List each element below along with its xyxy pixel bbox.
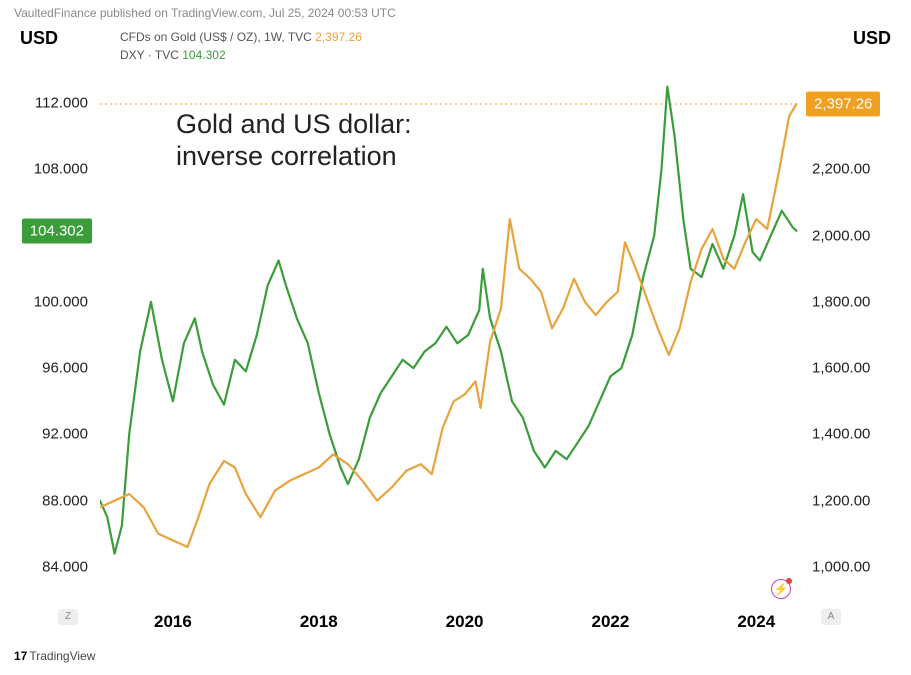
tradingview-logo: 17TradingView bbox=[14, 649, 95, 663]
right-ytick: 1,200.00 bbox=[812, 492, 870, 509]
xtick: 2022 bbox=[591, 612, 629, 632]
dxy-live-badge: 104.302 bbox=[22, 218, 92, 243]
left-ytick: 84.000 bbox=[42, 558, 88, 575]
right-ytick: 1,800.00 bbox=[812, 293, 870, 310]
right-ytick: 1,400.00 bbox=[812, 426, 870, 443]
left-ytick: 112.000 bbox=[35, 95, 88, 112]
right-ytick: 1,600.00 bbox=[812, 360, 870, 377]
dxy-instrument-row: DXY · TVC 104.302 bbox=[120, 46, 362, 64]
gold-series-line bbox=[100, 104, 796, 547]
xtick: 2024 bbox=[737, 612, 775, 632]
chart-plot-area[interactable] bbox=[100, 70, 800, 600]
lightning-glyph: ⚡ bbox=[774, 582, 789, 596]
xtick: 2016 bbox=[154, 612, 192, 632]
gold-live-badge: 2,397.26 bbox=[806, 92, 880, 117]
gold-current-value-inline: 2,397.26 bbox=[315, 30, 362, 44]
dxy-current-value-inline: 104.302 bbox=[182, 48, 225, 62]
xtick: 2020 bbox=[446, 612, 484, 632]
left-ytick: 88.000 bbox=[42, 492, 88, 509]
xtick: 2018 bbox=[300, 612, 338, 632]
right-y-axis: 1,000.00 1,200.00 1,400.00 1,600.00 1,800.00… bbox=[800, 70, 911, 600]
lightning-icon[interactable]: ⚡ bbox=[771, 579, 791, 599]
dxy-series-line bbox=[100, 87, 796, 554]
gold-instrument-row: CFDs on Gold (US$ / OZ), 1W, TVC 2,397.2… bbox=[120, 28, 362, 46]
left-axis-currency-label: USD bbox=[20, 28, 58, 49]
chart-svg bbox=[100, 70, 800, 600]
left-ytick: 92.000 bbox=[42, 426, 88, 443]
zoom-button-left[interactable]: Z bbox=[58, 609, 78, 625]
right-ytick: 1,000.00 bbox=[812, 558, 870, 575]
gold-instrument-label: CFDs on Gold (US$ / OZ), 1W, TVC bbox=[120, 30, 312, 44]
chart-header-info: CFDs on Gold (US$ / OZ), 1W, TVC 2,397.2… bbox=[120, 28, 362, 64]
left-ytick: 108.000 bbox=[34, 161, 88, 178]
right-ytick: 2,200.00 bbox=[812, 161, 870, 178]
x-axis: 2016 2018 2020 2022 2024 bbox=[100, 600, 800, 640]
zoom-button-right[interactable]: A bbox=[821, 609, 841, 625]
right-axis-currency-label: USD bbox=[853, 28, 891, 49]
right-ytick: 2,000.00 bbox=[812, 227, 870, 244]
left-ytick: 100.000 bbox=[34, 293, 88, 310]
left-y-axis: 84.00088.00092.00096.000100.000104.00010… bbox=[0, 70, 100, 600]
tv-logo-text: TradingView bbox=[29, 649, 95, 663]
left-ytick: 96.000 bbox=[42, 360, 88, 377]
tv-logo-mark: 17 bbox=[14, 649, 27, 663]
notification-dot-icon bbox=[786, 578, 792, 584]
attribution-text: VaultedFinance published on TradingView.… bbox=[14, 6, 396, 20]
dxy-instrument-label: DXY · TVC bbox=[120, 48, 179, 62]
